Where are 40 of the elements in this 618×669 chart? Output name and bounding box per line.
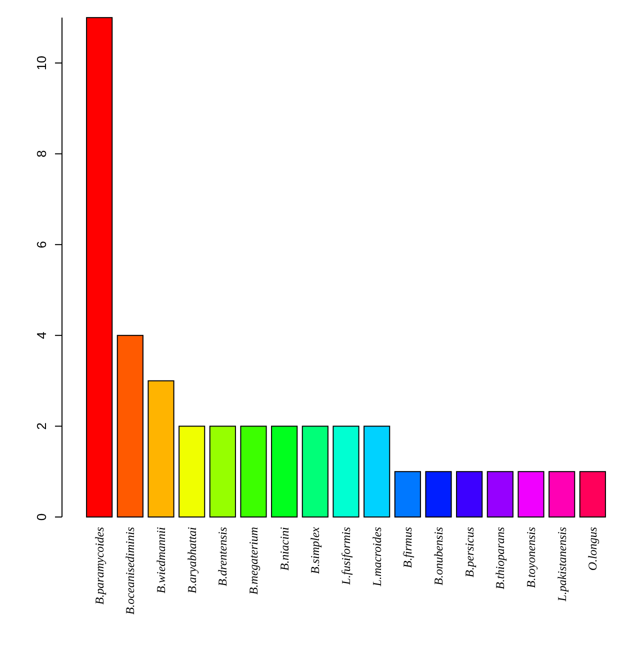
bar: [332, 426, 360, 518]
bar: [148, 380, 174, 518]
x-tick-label: B.oceanisediminis: [123, 526, 138, 615]
y-tick-label: 8: [34, 150, 49, 158]
y-tick-label: 4: [34, 332, 49, 340]
x-tick-label: B.niacini: [277, 527, 292, 571]
bar: [579, 471, 606, 518]
x-tick-label: B.drentensis: [216, 526, 230, 586]
bar: [271, 426, 298, 518]
x-tick-label: B.thioparans: [493, 526, 508, 590]
bar: [86, 17, 113, 518]
x-tick-label: L.macroides: [370, 526, 384, 588]
bar: [364, 426, 390, 518]
bar: [209, 426, 236, 518]
x-tick-label: B.toyonensis: [524, 526, 538, 588]
x-tick-label: B.persicus: [462, 526, 476, 578]
x-tick-label: L.pakistanensis: [554, 526, 569, 602]
bar: [518, 471, 544, 518]
x-tick-label: B.megaterium: [246, 526, 260, 595]
x-tick-label: L.fusiformis: [339, 526, 353, 586]
bar: [425, 471, 452, 518]
bar: [548, 471, 576, 518]
bar: [486, 471, 514, 518]
bar: [302, 426, 328, 518]
bar: [116, 334, 144, 518]
x-tick-label: B.paramycoides: [92, 526, 106, 605]
x-tick-label: B.onubensis: [432, 526, 446, 586]
bar: [394, 471, 421, 518]
bar: [178, 426, 206, 518]
x-tick-label: O.longus: [586, 526, 600, 571]
x-tick-label: B.simplex: [308, 526, 322, 574]
x-tick-label: B.wiedmannii: [154, 527, 168, 594]
x-tick-label: B.firmus: [400, 526, 415, 568]
bar: [240, 426, 267, 518]
y-tick-label: 0: [34, 513, 49, 521]
y-tick-label: 6: [34, 240, 49, 248]
y-tick-label: 10: [34, 56, 49, 70]
bar: [456, 471, 483, 518]
y-tick-label: 2: [34, 422, 49, 430]
x-tick-label: B.aryabhattai: [184, 527, 199, 594]
